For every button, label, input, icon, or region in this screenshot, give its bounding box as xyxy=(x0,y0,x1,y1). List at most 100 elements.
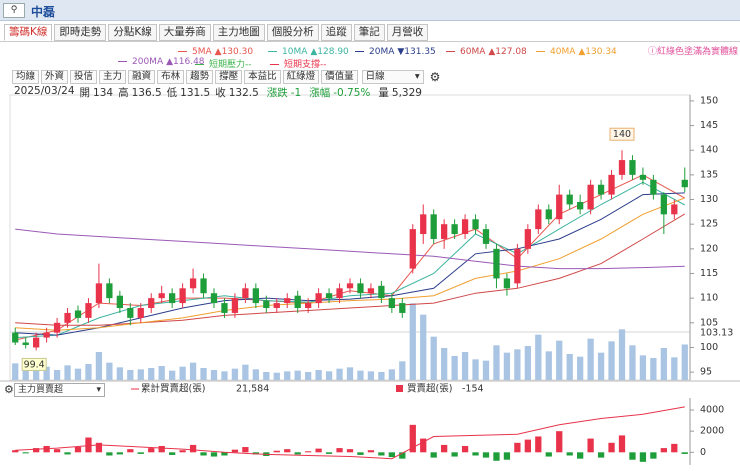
toolbar-button[interactable]: 主力 xyxy=(99,70,127,84)
tab[interactable]: 追蹤 xyxy=(320,24,352,41)
volume-bar xyxy=(305,372,312,380)
bar xyxy=(127,449,134,453)
candle-body xyxy=(388,298,395,309)
info-value: 134 xyxy=(93,87,114,99)
candle-body xyxy=(451,224,458,235)
tab[interactable]: 筆記 xyxy=(353,24,385,41)
callout-label: 99.4 xyxy=(24,359,45,370)
toolbar-button[interactable]: 紅綠燈 xyxy=(282,70,320,84)
candle-body xyxy=(273,303,280,309)
volume-bar xyxy=(650,358,657,380)
candle-body xyxy=(577,201,584,210)
legend-value: ▲116.48 xyxy=(166,57,205,67)
tab[interactable]: 主力地圖 xyxy=(212,24,265,41)
toolbar-button[interactable]: 均線 xyxy=(12,70,40,84)
bar xyxy=(660,448,667,453)
volume-bar xyxy=(315,370,322,380)
toolbar-button[interactable]: 價值量 xyxy=(321,70,358,84)
tab[interactable]: 即時走勢 xyxy=(54,24,107,41)
candle-body xyxy=(399,303,406,313)
volume-bar xyxy=(200,368,207,380)
tab[interactable]: 籌碼K線 xyxy=(4,24,53,41)
volume-bar xyxy=(179,366,186,380)
legend-name: 10MA xyxy=(282,47,308,57)
legend-item: 40MA ▲130.34 xyxy=(536,47,617,57)
candle-body xyxy=(608,174,615,195)
tab[interactable]: 大量券商 xyxy=(158,24,211,41)
period-select[interactable]: 日線 ▾ xyxy=(361,70,424,84)
bar xyxy=(116,452,123,455)
volume-bar xyxy=(189,362,197,380)
legend-swatch xyxy=(355,51,364,52)
gear-icon[interactable]: ⚙ xyxy=(429,70,441,84)
bar xyxy=(681,452,688,454)
volume-bar xyxy=(95,352,103,380)
legend-item: 10MA ▲128.90 xyxy=(268,47,349,57)
line-series xyxy=(15,197,685,331)
candle-body xyxy=(22,342,29,345)
info-field: 量 5,329 xyxy=(378,85,422,100)
bar xyxy=(472,452,479,456)
candle-body xyxy=(148,298,155,309)
volume-bar xyxy=(629,345,636,380)
title-bar: ⚲ 中磊 xyxy=(0,0,740,21)
bar xyxy=(221,452,228,456)
toolbar-button[interactable]: 融資 xyxy=(128,70,156,84)
legend-item: 20MA ▼131.35 xyxy=(355,47,436,57)
legend-value: -154 xyxy=(462,384,484,395)
volume-bar xyxy=(493,345,500,380)
volume-bar xyxy=(420,314,427,380)
bar xyxy=(336,448,343,453)
candle-body xyxy=(33,337,40,348)
candle-body xyxy=(472,219,479,230)
candle-body xyxy=(482,229,490,244)
volume-bar xyxy=(671,357,678,380)
candle-body xyxy=(95,283,103,304)
toolbar-button[interactable]: 本益比 xyxy=(244,70,281,84)
bar xyxy=(650,452,657,459)
line-series xyxy=(15,181,686,339)
y-tick-label: 110 xyxy=(700,293,718,304)
tab[interactable]: 個股分析 xyxy=(266,24,319,41)
volume-bar xyxy=(399,361,406,380)
legend-name: 60MA xyxy=(460,47,486,57)
divider xyxy=(0,41,740,42)
tab[interactable]: 分點K線 xyxy=(108,24,157,41)
toolbar-button[interactable]: 投信 xyxy=(70,70,98,84)
volume-bar xyxy=(535,334,542,380)
volume-bar xyxy=(639,355,647,380)
candle-body xyxy=(294,295,301,309)
settings-icon[interactable]: ⚙ xyxy=(4,383,14,396)
tab[interactable]: 月營收 xyxy=(386,24,429,41)
indicator-select[interactable]: 主力買賣超 ▾ xyxy=(14,383,105,397)
legend-value: ▲130.34 xyxy=(578,47,617,57)
bar xyxy=(106,452,113,456)
volume-bar xyxy=(482,360,490,380)
candle-body xyxy=(53,322,61,333)
info-field: 低 131.5 xyxy=(167,85,211,100)
candle-body xyxy=(221,303,228,313)
toolbar-button[interactable]: 趨勢 xyxy=(186,70,214,84)
candle-body xyxy=(461,219,469,235)
candle-body xyxy=(210,293,218,304)
toolbar-button[interactable]: 外資 xyxy=(41,70,69,84)
bar xyxy=(430,452,437,458)
bar xyxy=(451,452,458,457)
bar xyxy=(597,452,605,458)
legend-swatch xyxy=(536,51,545,52)
y-tick-label: 100 xyxy=(700,342,718,353)
info-label: 開 xyxy=(79,87,91,99)
bar xyxy=(545,452,552,457)
candle-body xyxy=(116,295,123,309)
volume-bar xyxy=(378,372,385,380)
volume-bar xyxy=(231,368,239,380)
callout-box xyxy=(609,127,635,141)
reference-label: 103.13 xyxy=(700,328,733,339)
search-button[interactable]: ⚲ xyxy=(3,3,25,18)
volume-bar xyxy=(252,369,259,380)
toolbar-button[interactable]: 撐壓 xyxy=(215,70,243,84)
candle-body xyxy=(493,248,500,279)
volume-bar xyxy=(367,371,375,380)
toolbar-button[interactable]: 布林 xyxy=(157,70,185,84)
line-series xyxy=(15,192,685,336)
